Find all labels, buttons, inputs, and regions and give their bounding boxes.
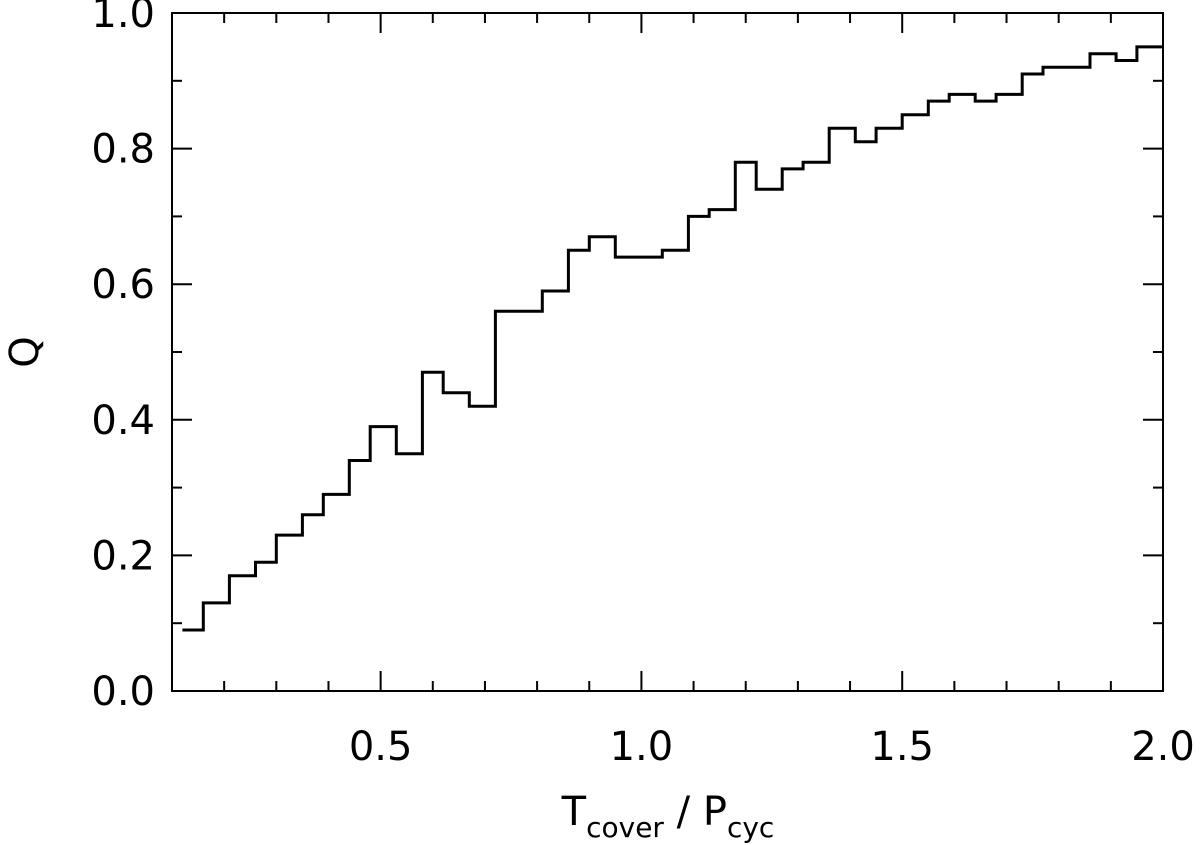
y-tick-label: 0.0	[91, 669, 155, 715]
y-tick-label: 0.2	[91, 533, 155, 579]
x-axis-title-sep: /	[664, 789, 703, 835]
y-tick-label: 1.0	[91, 0, 155, 37]
x-major-ticks	[379, 13, 1164, 691]
y-tick-labels: 0.0 0.2 0.4 0.6 0.8 1.0	[91, 0, 155, 715]
y-tick-label: 0.4	[91, 398, 155, 444]
x-axis-title-sub-cover: cover	[586, 811, 664, 844]
y-tick-label: 0.6	[91, 262, 155, 308]
x-tick-label: 2.0	[1131, 724, 1195, 770]
y-axis-title: Q	[2, 336, 48, 367]
x-tick-label: 1.0	[610, 724, 674, 770]
x-tick-label: 1.5	[870, 724, 934, 770]
x-tick-label: 0.5	[349, 724, 413, 770]
x-axis-title: Tcover / Pcyc	[561, 789, 775, 844]
x-axis-title-p: P	[703, 789, 727, 835]
x-axis-title-t: T	[561, 789, 587, 835]
y-minor-ticks	[172, 79, 1163, 625]
x-minor-ticks	[223, 13, 1112, 691]
plot-frame	[171, 12, 1164, 692]
y-tick-label: 0.8	[91, 127, 155, 173]
x-axis-title-sub-cyc: cyc	[727, 811, 774, 844]
series-q-step-line	[182, 45, 1163, 632]
y-major-ticks	[172, 12, 1163, 692]
x-tick-labels: 0.5 1.0 1.5 2.0	[349, 724, 1195, 770]
